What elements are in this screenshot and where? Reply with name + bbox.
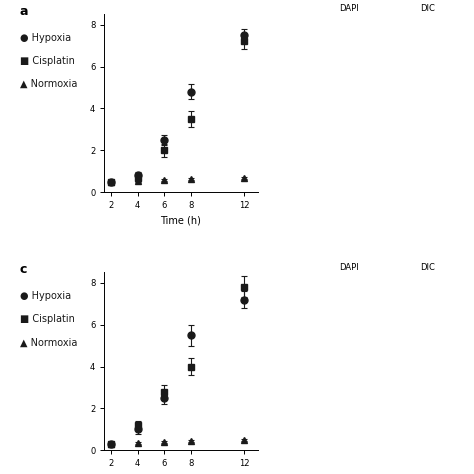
Title: DIC: DIC: [419, 263, 435, 272]
Title: DIC: DIC: [419, 4, 435, 13]
Text: ● Hypoxia: ● Hypoxia: [20, 291, 71, 301]
Text: a: a: [20, 5, 28, 18]
Y-axis label: Normoxia: Normoxia: [240, 297, 277, 306]
Text: ▲ Normoxia: ▲ Normoxia: [20, 337, 77, 347]
Text: ● Hypoxia: ● Hypoxia: [20, 33, 71, 43]
Text: ■ Cisplatin: ■ Cisplatin: [20, 314, 75, 324]
Text: ■ Cisplatin: ■ Cisplatin: [20, 56, 75, 66]
Title: DAPI: DAPI: [339, 263, 358, 272]
Y-axis label: Normoxia: Normoxia: [240, 38, 277, 47]
Title: DAPI: DAPI: [339, 4, 358, 13]
Text: c: c: [20, 264, 27, 276]
X-axis label: Time (h): Time (h): [161, 216, 201, 226]
Text: ▲ Normoxia: ▲ Normoxia: [20, 79, 77, 89]
